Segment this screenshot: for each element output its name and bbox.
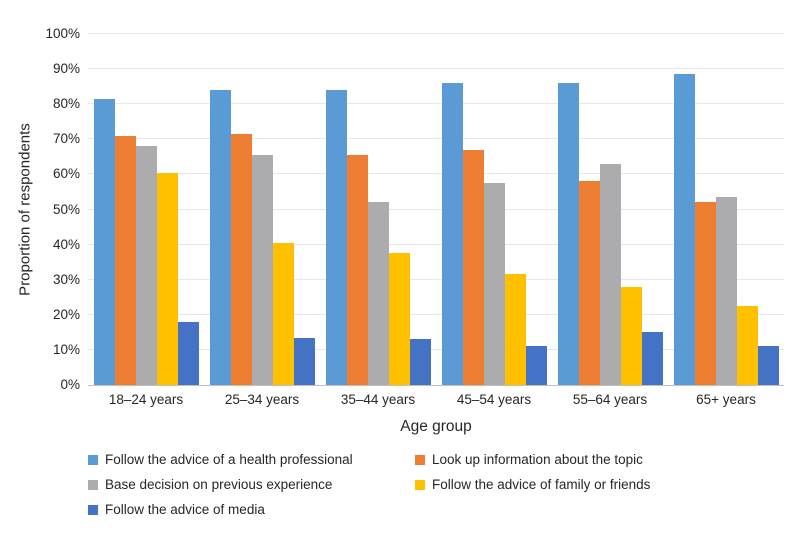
- x-tick-label: 45–54 years: [456, 392, 532, 407]
- legend-item: Look up information about the topic: [415, 452, 782, 467]
- bar: [462, 149, 484, 385]
- x-tick-label: 65+ years: [696, 392, 756, 407]
- gridline: [88, 313, 784, 315]
- bar: [715, 197, 737, 385]
- legend-item: Follow the advice of family or friends: [415, 477, 782, 492]
- bar: [757, 346, 779, 385]
- bar: [504, 274, 526, 385]
- y-tick-label: 40%: [52, 236, 80, 252]
- legend-item: Follow the advice of a health profession…: [88, 452, 415, 467]
- gridline: [88, 138, 784, 140]
- gridline: [88, 208, 784, 210]
- legend-label: Follow the advice of family or friends: [432, 477, 651, 492]
- bar: [599, 163, 621, 385]
- bar: [483, 183, 505, 385]
- legend-label: Look up information about the topic: [432, 452, 643, 467]
- y-tick-label: 70%: [52, 131, 80, 147]
- legend-swatch-icon: [88, 479, 98, 490]
- y-tick-label: 90%: [52, 61, 80, 77]
- gridline: [88, 33, 784, 34]
- bar: [388, 253, 410, 385]
- bar-group: [320, 34, 436, 385]
- x-tick-label: 18–24 years: [108, 392, 184, 407]
- bar: [557, 83, 579, 385]
- bar: [272, 242, 294, 385]
- x-axis-tick-labels: 18–24 years 25–34 years 35–44 years 45–54 y…: [88, 392, 784, 407]
- bar: [736, 306, 758, 385]
- bar-group: [436, 34, 552, 385]
- bar-group: [88, 34, 204, 385]
- bar: [673, 74, 695, 385]
- bar: [251, 155, 273, 385]
- bar: [177, 321, 199, 385]
- bar-group: [204, 34, 320, 385]
- bar: [578, 181, 600, 385]
- bar: [156, 172, 178, 385]
- y-tick-label: 30%: [52, 271, 80, 287]
- gridline: [88, 103, 784, 105]
- bar: [230, 134, 252, 385]
- bar: [641, 332, 663, 385]
- bar: [93, 98, 115, 385]
- bar: [409, 339, 431, 385]
- chart-legend: Follow the advice of a health profession…: [88, 452, 782, 517]
- x-tick-label: 55–64 years: [572, 392, 648, 407]
- bar: [367, 202, 389, 385]
- gridline: [88, 68, 784, 70]
- bar: [135, 146, 157, 385]
- x-tick-label: 35–44 years: [340, 392, 416, 407]
- bar: [694, 202, 716, 385]
- y-tick-label: 60%: [52, 166, 80, 182]
- bar: [620, 286, 642, 385]
- legend-swatch-icon: [88, 454, 98, 465]
- x-axis-line: [88, 385, 784, 386]
- y-axis-ticks: 0% 10% 20% 30% 40% 50% 60% 70% 80% 90% 100%: [0, 27, 80, 392]
- bar-group: [668, 34, 784, 385]
- y-tick-label: 100%: [45, 26, 80, 41]
- y-tick-label: 80%: [52, 96, 80, 112]
- gridline: [88, 278, 784, 280]
- bar-group: [552, 34, 668, 385]
- legend-label: Follow the advice of a health profession…: [105, 452, 353, 467]
- y-tick-label: 0%: [60, 377, 80, 392]
- bar: [293, 337, 315, 385]
- legend-label: Base decision on previous experience: [105, 477, 333, 492]
- legend-item: Base decision on previous experience: [88, 477, 415, 492]
- legend-item: Follow the advice of media: [88, 502, 415, 517]
- y-tick-label: 50%: [52, 201, 80, 217]
- bar: [325, 90, 347, 385]
- bar: [346, 155, 368, 385]
- bar: [525, 346, 547, 385]
- legend-label: Follow the advice of media: [105, 502, 265, 517]
- bar: [209, 90, 231, 385]
- y-tick-label: 20%: [52, 306, 80, 322]
- bar: [114, 135, 136, 385]
- y-tick-label: 10%: [52, 341, 80, 357]
- gridline: [88, 243, 784, 245]
- gridline: [88, 348, 784, 350]
- legend-swatch-icon: [415, 479, 425, 490]
- gridline: [88, 173, 784, 175]
- plot-area: [88, 33, 784, 386]
- x-tick-label: 25–34 years: [224, 392, 300, 407]
- legend-swatch-icon: [415, 454, 425, 465]
- bar-groups: [88, 34, 784, 385]
- x-axis-title: Age group: [400, 418, 472, 435]
- bar: [441, 83, 463, 385]
- legend-swatch-icon: [88, 504, 98, 515]
